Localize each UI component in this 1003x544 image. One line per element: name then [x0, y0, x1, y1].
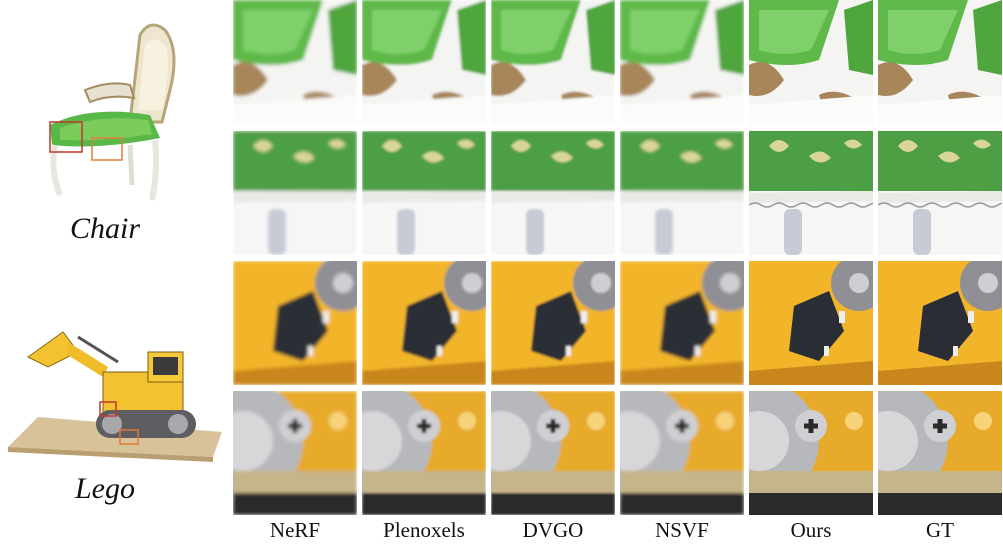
method-label-plenoxels: Plenoxels [362, 518, 486, 543]
tile-lego-cab-detail-nsvf [620, 261, 744, 385]
tile-lego-gear-detail-nsvf [620, 391, 744, 515]
tile-lego-gear-detail-gt [878, 391, 1002, 515]
chair-scene-image [30, 10, 210, 215]
tile-chair-armrest-detail-gt [878, 0, 1002, 124]
lego-scene-image [8, 322, 222, 462]
tile-lego-gear-detail-plenoxels [362, 391, 486, 515]
method-label-nerf: NeRF [233, 518, 357, 543]
tile-chair-seat-pattern-dvgo [491, 131, 615, 255]
tile-lego-cab-detail-nerf [233, 261, 357, 385]
tile-chair-seat-pattern-nerf [233, 131, 357, 255]
tile-chair-armrest-detail-nerf [233, 0, 357, 124]
tile-chair-seat-pattern-gt [878, 131, 1002, 255]
tile-lego-cab-detail-plenoxels [362, 261, 486, 385]
tile-chair-armrest-detail-dvgo [491, 0, 615, 124]
tile-lego-cab-detail-gt [878, 261, 1002, 385]
tile-chair-armrest-detail-plenoxels [362, 0, 486, 124]
tile-lego-cab-detail-dvgo [491, 261, 615, 385]
tile-chair-seat-pattern-ours [749, 131, 873, 255]
tile-chair-seat-pattern-nsvf [620, 131, 744, 255]
tile-lego-gear-detail-ours [749, 391, 873, 515]
method-label-ours: Ours [749, 518, 873, 543]
lego-scene-label: Lego [5, 472, 205, 506]
chair-scene-label: Chair [5, 212, 205, 246]
method-label-nsvf: NSVF [620, 518, 744, 543]
tile-lego-gear-detail-nerf [233, 391, 357, 515]
tile-chair-armrest-detail-ours [749, 0, 873, 124]
tile-chair-seat-pattern-plenoxels [362, 131, 486, 255]
method-label-dvgo: DVGO [491, 518, 615, 543]
method-label-gt: GT [878, 518, 1002, 543]
tile-lego-cab-detail-ours [749, 261, 873, 385]
tile-chair-armrest-detail-nsvf [620, 0, 744, 124]
tile-lego-gear-detail-dvgo [491, 391, 615, 515]
